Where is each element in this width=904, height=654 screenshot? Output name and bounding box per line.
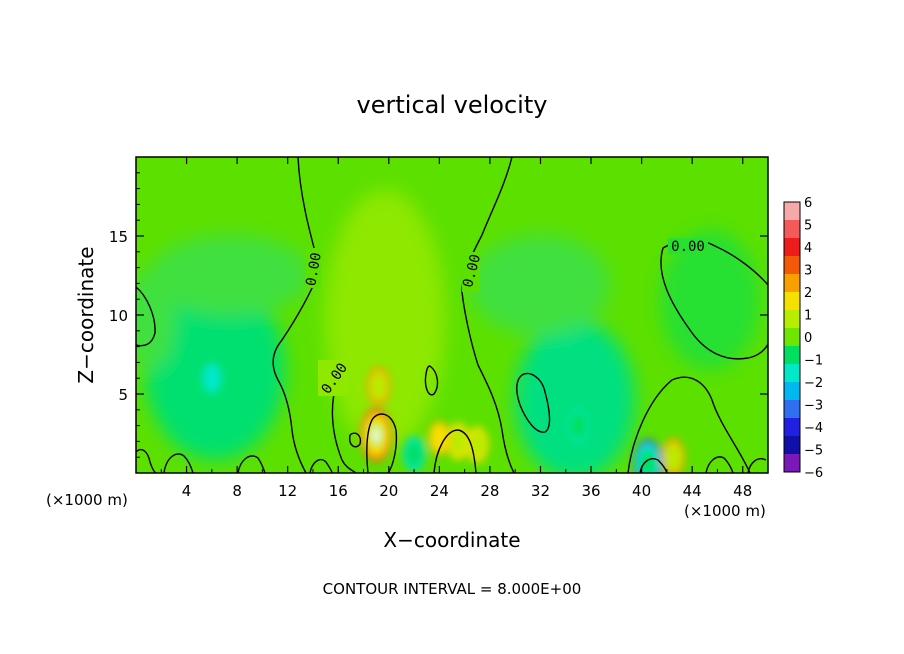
contour-label: 0.00	[303, 251, 325, 287]
contour-line	[136, 448, 157, 473]
right-region	[660, 230, 760, 370]
colorbar-segment	[784, 310, 800, 329]
y-tick-label: 5	[118, 386, 128, 404]
colorbar-tick-label: −3	[804, 399, 823, 414]
x-tick-label: 16	[329, 482, 348, 500]
x-unit-right: (×1000 m)	[684, 502, 766, 520]
y-tick-label: 15	[109, 228, 128, 246]
colorbar-tick-label: −4	[804, 421, 823, 436]
colorbar-tick-label: 5	[804, 219, 812, 234]
colorbar-tick-label: 0	[804, 331, 812, 346]
colorbar-segment	[784, 346, 800, 365]
contour-line	[660, 239, 768, 360]
velocity-feature	[639, 450, 656, 473]
contour-line	[272, 157, 321, 473]
colorbar-segment	[784, 400, 800, 419]
contour-line	[163, 453, 194, 473]
contour-line	[136, 286, 156, 347]
colorbar-tick-label: 6	[804, 196, 812, 211]
contour-line	[309, 458, 333, 473]
upper-left-region	[150, 235, 310, 315]
x-tick-label: 4	[182, 482, 192, 500]
x-tick-label: 36	[581, 482, 600, 500]
contour-interval-footer: CONTOUR INTERVAL = 8.000E+00	[323, 580, 582, 598]
chart-title: vertical velocity	[357, 91, 548, 119]
x-tick-label: 28	[480, 482, 499, 500]
colorbar-tick-label: 1	[804, 309, 812, 324]
colorbar: 6 5 4 3 2 1 0 −1 −2 −3 −4 −5 −6	[783, 196, 823, 481]
colorbar-tick-label: −1	[804, 354, 823, 369]
velocity-feature	[406, 441, 423, 467]
colorbar-tick-label: 2	[804, 286, 812, 301]
velocity-peak	[373, 427, 380, 444]
contour-label: 0.00	[671, 239, 705, 255]
contour-line	[516, 372, 551, 433]
colorbar-segment	[784, 454, 800, 473]
contour-line	[433, 429, 477, 473]
plot-area	[136, 157, 768, 473]
x-tick-label: 20	[379, 482, 398, 500]
mid-downdraft-region	[515, 320, 635, 473]
x-axis-label: X−coordinate	[383, 528, 520, 552]
contour-line	[424, 365, 439, 396]
colorbar-tick-label: −6	[804, 466, 823, 481]
updraft-column	[325, 190, 445, 450]
colorbar-segment	[784, 274, 800, 293]
colorbar-segment	[784, 238, 800, 257]
velocity-feature	[664, 443, 682, 472]
colorbar-segment	[784, 328, 800, 347]
y-tick-label: 10	[109, 307, 128, 325]
y-axis-label: Z−coordinate	[74, 246, 98, 383]
velocity-feature	[202, 363, 222, 394]
colorbar-tick-label: 3	[804, 264, 812, 279]
x-unit-left: (×1000 m)	[46, 491, 128, 509]
x-tick-label: 12	[278, 482, 297, 500]
y-axis-ticks: 5 10 15	[109, 172, 768, 458]
colorbar-segment	[784, 364, 800, 383]
upper-right-region	[470, 235, 610, 335]
x-tick-label: 40	[632, 482, 651, 500]
velocity-feature	[449, 427, 467, 456]
colorbar-segment	[784, 220, 800, 239]
x-tick-label: 24	[430, 482, 449, 500]
velocity-features	[202, 363, 685, 473]
colorbar-segment	[784, 292, 800, 311]
colorbar-frame	[783, 201, 801, 473]
colorbar-segment	[784, 256, 800, 275]
colorbar-tick-label: 4	[804, 241, 812, 256]
contour-line	[237, 455, 266, 473]
colorbar-segment	[784, 202, 800, 221]
x-axis-ticks: 4 8 12 16 20 24 28 32 36 40 44 48	[160, 157, 752, 500]
contour-line	[461, 157, 515, 473]
colorbar-segment	[784, 418, 800, 437]
contour-line	[747, 458, 767, 473]
contour-line	[639, 458, 668, 473]
x-tick-label: 44	[683, 482, 702, 500]
field-patches	[136, 190, 760, 473]
colorbar-segment	[784, 382, 800, 401]
contour-line	[705, 456, 734, 473]
left-edge-region	[136, 270, 175, 370]
contour-line	[627, 376, 751, 473]
x-tick-label: 48	[733, 482, 752, 500]
zero-contours	[136, 157, 768, 473]
x-tick-label: 32	[531, 482, 550, 500]
velocity-feature	[370, 372, 388, 401]
contour-line	[331, 379, 357, 473]
colorbar-segment	[784, 436, 800, 455]
colorbar-tick-label: −2	[804, 376, 823, 391]
x-tick-label: 8	[232, 482, 242, 500]
velocity-feature	[569, 411, 588, 440]
contour-line	[366, 413, 398, 473]
velocity-feature	[430, 423, 449, 454]
contour-line	[348, 432, 362, 448]
colorbar-tick-label: −5	[804, 444, 823, 459]
